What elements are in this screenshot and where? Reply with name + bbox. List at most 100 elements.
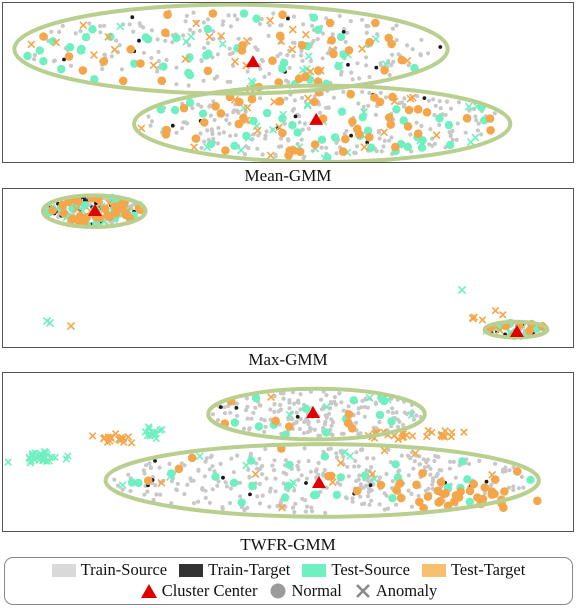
- train-source-point: [346, 474, 351, 479]
- train-source-point: [361, 485, 366, 490]
- test-target-anomaly: [402, 431, 411, 439]
- test-source-point: [248, 481, 257, 491]
- train-source-point: [234, 108, 239, 113]
- train-source-point: [212, 469, 217, 474]
- test-target-point: [500, 487, 509, 496]
- test-source-anomaly: [43, 450, 51, 459]
- train-source-point: [519, 474, 525, 479]
- train-source-point: [142, 492, 147, 497]
- train-source-point: [326, 447, 331, 452]
- train-source-point: [337, 13, 342, 19]
- train-source-point: [281, 391, 286, 396]
- train-source-point: [409, 504, 414, 509]
- test-source-anomaly: [218, 39, 227, 48]
- test-target-anomaly: [438, 432, 446, 441]
- train-source-point: [444, 99, 450, 104]
- test-target-anomaly: [460, 428, 468, 436]
- test-target-point: [143, 476, 153, 485]
- train-source-point: [308, 59, 313, 64]
- train-source-point: [102, 52, 107, 57]
- train-source-point: [264, 129, 269, 134]
- test-target-point: [403, 122, 413, 131]
- test-target-anomaly: [358, 44, 367, 53]
- test-target-anomaly: [316, 66, 325, 75]
- max-gmm-caption: Max-GMM: [248, 350, 328, 369]
- train-source-point: [120, 487, 125, 492]
- test-target-point: [179, 103, 189, 113]
- train-source-point: [315, 37, 320, 42]
- train-source-point: [49, 29, 54, 34]
- train-source-point: [352, 464, 357, 469]
- test-target-point: [384, 33, 394, 43]
- train-source-point: [412, 459, 417, 464]
- train-source-point: [300, 58, 305, 64]
- train-source-point: [297, 113, 302, 119]
- test-source-point: [57, 64, 66, 74]
- train-source-point: [260, 463, 265, 469]
- train-source-point: [366, 103, 371, 108]
- train-source-point: [357, 76, 362, 81]
- test-target-point: [473, 493, 482, 502]
- test-target-point: [48, 206, 57, 215]
- train-source-point: [345, 30, 350, 35]
- train-source-point: [299, 53, 304, 58]
- train-source-point: [373, 112, 378, 117]
- test-target-point: [365, 37, 375, 47]
- test-target-swatch: [421, 563, 446, 577]
- test-target-point: [462, 113, 472, 123]
- train-target-point: [484, 479, 489, 484]
- train-source-point: [268, 407, 273, 412]
- test-target-point: [327, 36, 337, 45]
- test-source-point: [156, 105, 165, 114]
- train-source-point: [235, 17, 240, 22]
- train-source-point: [450, 137, 455, 142]
- train-source-point: [258, 96, 263, 101]
- train-source-point: [170, 40, 175, 45]
- test-target-point: [343, 418, 353, 428]
- train-source-point: [216, 479, 221, 484]
- test-target-point: [235, 97, 244, 107]
- train-source-point: [211, 136, 216, 141]
- train-source-point: [260, 493, 265, 498]
- train-source-point: [227, 121, 232, 126]
- train-source-point: [238, 494, 243, 499]
- train-source-point: [248, 451, 253, 457]
- train-source-point: [371, 456, 376, 461]
- train-source-point: [433, 453, 438, 459]
- test-target-anomaly: [288, 25, 297, 34]
- legend-test-source: Test-Source: [302, 560, 410, 580]
- test-source-anomaly: [285, 410, 294, 419]
- test-source-anomaly: [195, 452, 204, 461]
- train-source-point: [356, 411, 361, 416]
- train-source-point: [267, 23, 272, 28]
- test-source-point: [184, 68, 193, 78]
- train-source-point: [365, 494, 371, 499]
- train-source-point: [203, 495, 208, 500]
- max-gmm-plot: [40, 193, 550, 341]
- test-source-anomaly: [48, 453, 56, 461]
- test-target-point: [118, 76, 128, 86]
- train-source-point: [354, 450, 359, 455]
- train-source-point: [202, 474, 207, 479]
- train-source-point: [422, 465, 427, 470]
- train-source-point: [180, 126, 185, 131]
- train-source-point: [402, 102, 407, 108]
- train-source-point: [310, 23, 315, 28]
- train-source-point: [114, 38, 119, 43]
- train-source-point: [285, 53, 290, 58]
- test-target-point: [499, 503, 508, 512]
- train-source-point: [426, 486, 431, 491]
- train-source-point: [416, 493, 421, 498]
- train-source-point: [473, 114, 478, 119]
- test-source-point: [387, 417, 396, 426]
- train-source-point: [456, 100, 461, 105]
- train-source-point: [339, 400, 344, 405]
- train-source-point: [254, 461, 259, 466]
- train-source-point: [503, 468, 508, 474]
- test-target-point: [441, 489, 450, 498]
- train-source-point: [231, 470, 236, 475]
- test-source-anomaly: [146, 432, 154, 440]
- train-source-point: [210, 128, 215, 133]
- train-source-point: [158, 492, 163, 497]
- test-source-point: [202, 51, 211, 60]
